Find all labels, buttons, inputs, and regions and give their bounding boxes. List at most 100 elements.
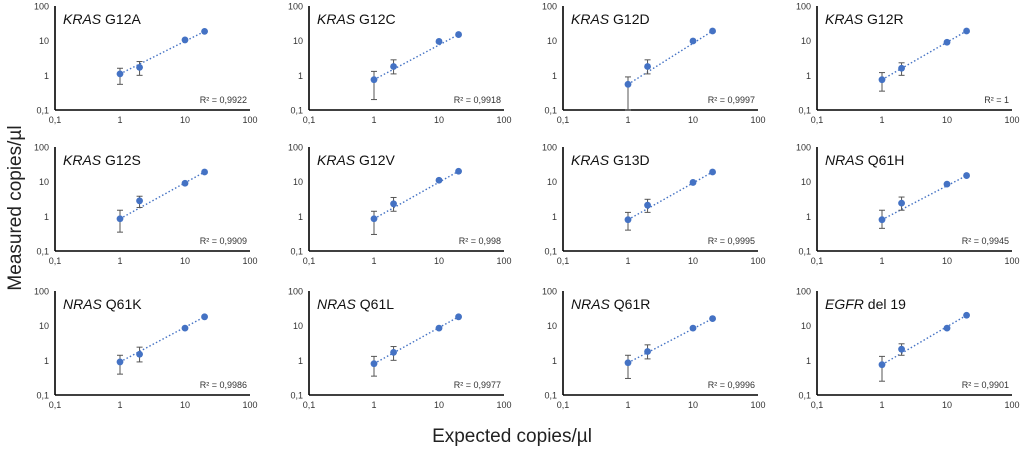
panel-title: KRAS G12S	[63, 152, 141, 168]
r-squared-label: R² = 0,9977	[454, 380, 501, 390]
y-tick-label: 0,1	[36, 106, 49, 116]
data-point	[136, 197, 143, 205]
y-tick-label: 100	[34, 143, 49, 153]
x-tick-label: 10	[942, 400, 952, 410]
x-tick-label: 100	[1004, 400, 1019, 410]
gene-name: KRAS	[825, 11, 864, 27]
data-point	[624, 80, 632, 88]
data-point	[709, 168, 716, 176]
y-tick-label: 1	[806, 212, 811, 222]
panel-nras-q61r: 0,1 1 10 100 0,1 1 10 100 NRAS Q61R R² = 0,9996	[542, 287, 766, 411]
x-tick-label: 100	[750, 256, 765, 266]
y-tick-label: 0,1	[36, 247, 49, 257]
y-tick-label: 10	[547, 321, 557, 331]
r-squared-label: R² = 0,9996	[708, 380, 755, 390]
data-point	[943, 324, 951, 332]
panel-title: KRAS G13D	[571, 152, 650, 168]
panel-title: NRAS Q61H	[825, 152, 904, 168]
data-point	[116, 215, 124, 223]
data-point	[689, 37, 697, 45]
gene-name: EGFR	[825, 296, 864, 312]
data-point	[878, 361, 886, 369]
data-point	[709, 315, 716, 322]
y-tick-label: 0,1	[798, 247, 811, 257]
x-tick-label: 0,1	[303, 115, 316, 125]
panel-kras-g12c: 0,1 1 10 100 0,1 1 10 100 KRAS G12C R² = 0,9918	[288, 2, 512, 126]
data-point	[963, 172, 970, 179]
trendline	[119, 30, 205, 75]
y-tick-label: 0,1	[544, 391, 557, 401]
data-point	[181, 36, 189, 44]
data-point	[963, 27, 970, 35]
data-point	[644, 201, 651, 209]
panel-title: KRAS G12D	[571, 11, 650, 27]
mutation-name: Q61R	[610, 296, 650, 312]
data-point	[943, 180, 951, 188]
x-tick-label: 1	[371, 400, 376, 410]
panel-title: NRAS Q61L	[317, 296, 394, 312]
y-tick-label: 10	[801, 321, 811, 331]
data-point	[136, 350, 143, 358]
y-tick-label: 0,1	[36, 391, 49, 401]
data-point	[709, 27, 716, 35]
x-tick-label: 0,1	[303, 400, 316, 410]
x-tick-label: 10	[434, 256, 444, 266]
mutation-name: G12C	[355, 11, 395, 27]
gene-name: KRAS	[317, 11, 356, 27]
data-point	[878, 76, 886, 84]
data-point	[689, 179, 697, 186]
x-tick-label: 1	[625, 256, 630, 266]
data-point	[201, 28, 208, 35]
trendline	[373, 316, 459, 365]
x-tick-label: 0,1	[49, 115, 62, 125]
x-tick-label: 100	[1004, 256, 1019, 266]
x-tick-label: 0,1	[811, 400, 824, 410]
trendline	[373, 170, 459, 220]
x-tick-label: 10	[942, 256, 952, 266]
x-tick-label: 100	[1004, 115, 1019, 125]
x-tick-label: 100	[750, 400, 765, 410]
data-point	[370, 76, 378, 84]
y-tick-label: 10	[293, 177, 303, 187]
panel-title: NRAS Q61R	[571, 296, 650, 312]
x-tick-label: 100	[750, 115, 765, 125]
x-tick-label: 100	[242, 256, 257, 266]
x-tick-label: 1	[371, 115, 376, 125]
y-tick-label: 1	[552, 212, 557, 222]
panel-title: KRAS G12V	[317, 152, 395, 168]
x-tick-label: 0,1	[303, 256, 316, 266]
panel-nras-q61k: 0,1 1 10 100 0,1 1 10 100 NRAS Q61K R² = 0,9986	[34, 287, 258, 411]
x-tick-label: 1	[117, 115, 122, 125]
data-point	[181, 324, 189, 332]
x-tick-label: 1	[117, 400, 122, 410]
panel-title: EGFR del 19	[825, 296, 906, 312]
trendline	[627, 171, 713, 221]
x-tick-label: 1	[371, 256, 376, 266]
x-tick-label: 0,1	[557, 256, 570, 266]
x-tick-label: 10	[434, 400, 444, 410]
y-tick-label: 10	[39, 177, 49, 187]
y-tick-label: 100	[542, 2, 557, 12]
x-tick-label: 10	[688, 400, 698, 410]
y-tick-label: 10	[801, 36, 811, 46]
y-tick-label: 100	[34, 287, 49, 297]
y-tick-label: 0,1	[798, 391, 811, 401]
gene-name: NRAS	[63, 296, 103, 312]
data-point	[435, 176, 443, 184]
trendline	[119, 316, 205, 363]
x-tick-label: 100	[242, 115, 257, 125]
data-point	[435, 324, 443, 332]
x-tick-label: 1	[879, 256, 884, 266]
y-tick-label: 10	[547, 177, 557, 187]
y-tick-label: 100	[542, 287, 557, 297]
data-point	[963, 311, 970, 319]
panel-kras-g13d: 0,1 1 10 100 0,1 1 10 100 KRAS G13D R² = 0,9995	[542, 143, 766, 267]
y-tick-label: 100	[542, 143, 557, 153]
y-tick-label: 10	[293, 36, 303, 46]
x-tick-label: 10	[688, 256, 698, 266]
mutation-name: del 19	[864, 296, 906, 312]
gene-name: KRAS	[571, 11, 610, 27]
data-point	[201, 313, 208, 321]
